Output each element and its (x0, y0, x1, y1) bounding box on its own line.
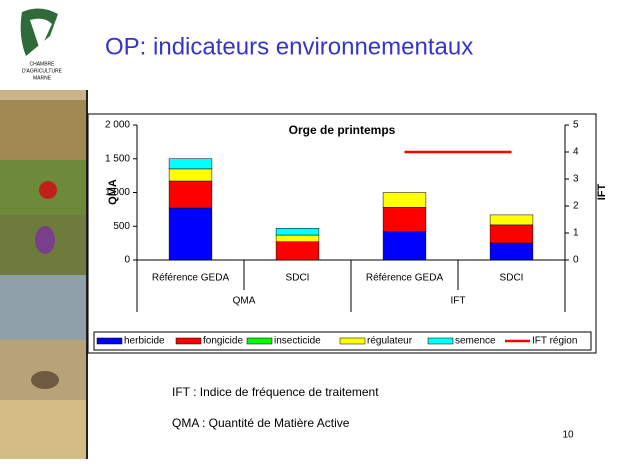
group-label: IFT (451, 296, 466, 307)
bar-segment (490, 225, 533, 243)
y-tick-label: 500 (113, 221, 130, 232)
x-tick-label: SDCI (286, 273, 310, 284)
legend-label: herbicide (124, 336, 165, 347)
bar-segment (169, 159, 212, 169)
y-tick-label: 1 500 (105, 153, 130, 164)
image-tractor (0, 275, 86, 340)
chart-title: Orge de printemps (289, 123, 396, 137)
legend-label: régulateur (367, 336, 413, 347)
y-tick-label: 2 000 (105, 120, 130, 131)
bar-segment (276, 228, 319, 235)
x-tick-label: Référence GEDA (152, 273, 230, 284)
y-tick-label: 1 000 (105, 187, 130, 198)
legend-label: insecticide (274, 336, 321, 347)
image-bird (0, 340, 86, 400)
bar-segment (490, 215, 533, 225)
legend-swatch (247, 338, 272, 344)
legend-swatch (340, 338, 365, 344)
bird (31, 371, 59, 389)
y2-tick-label: 1 (573, 228, 579, 239)
legend-swatch (97, 338, 122, 344)
x-tick-label: Référence GEDA (366, 273, 444, 284)
slide: CHAMBRE D'AGRICULTURE MARNE OP: indicate… (0, 0, 622, 459)
y2-tick-label: 0 (573, 255, 579, 266)
group-label: QMA (233, 296, 256, 307)
note: IFT : Indice de fréquence de traitement (172, 385, 379, 399)
logo-text: CHAMBRE (29, 61, 55, 67)
note: QMA : Quantité de Matière Active (172, 416, 350, 430)
flower (35, 226, 55, 254)
bar-segment (169, 169, 212, 181)
y2-axis-label: IFT (596, 183, 608, 200)
x-tick-label: SDCI (500, 273, 524, 284)
ladybird (39, 181, 57, 199)
logo-text: D'AGRICULTURE (22, 68, 63, 74)
logo-text: MARNE (33, 75, 52, 81)
bar-segment (169, 181, 212, 208)
bar-segment (276, 242, 319, 260)
y2-tick-label: 3 (573, 174, 579, 185)
bar-segment (276, 235, 319, 242)
image-wheat (0, 100, 86, 160)
image-grain (0, 400, 86, 459)
legend-swatch (428, 338, 453, 344)
bar-segment (383, 207, 426, 231)
y2-tick-label: 2 (573, 201, 579, 212)
y2-tick-label: 5 (573, 120, 579, 131)
slide-title: OP: indicateurs environnementaux (105, 33, 473, 60)
bar-segment (490, 243, 533, 260)
y-tick-label: 0 (124, 255, 130, 266)
legend-label: semence (455, 336, 496, 347)
page-number: 10 (562, 430, 574, 441)
legend-label: IFT région (532, 336, 577, 347)
legend-label: fongicide (203, 336, 243, 347)
legend-swatch (176, 338, 201, 344)
bar-segment (383, 193, 426, 208)
bar-segment (383, 232, 426, 260)
y2-tick-label: 4 (573, 147, 579, 158)
bar-segment (169, 208, 212, 260)
